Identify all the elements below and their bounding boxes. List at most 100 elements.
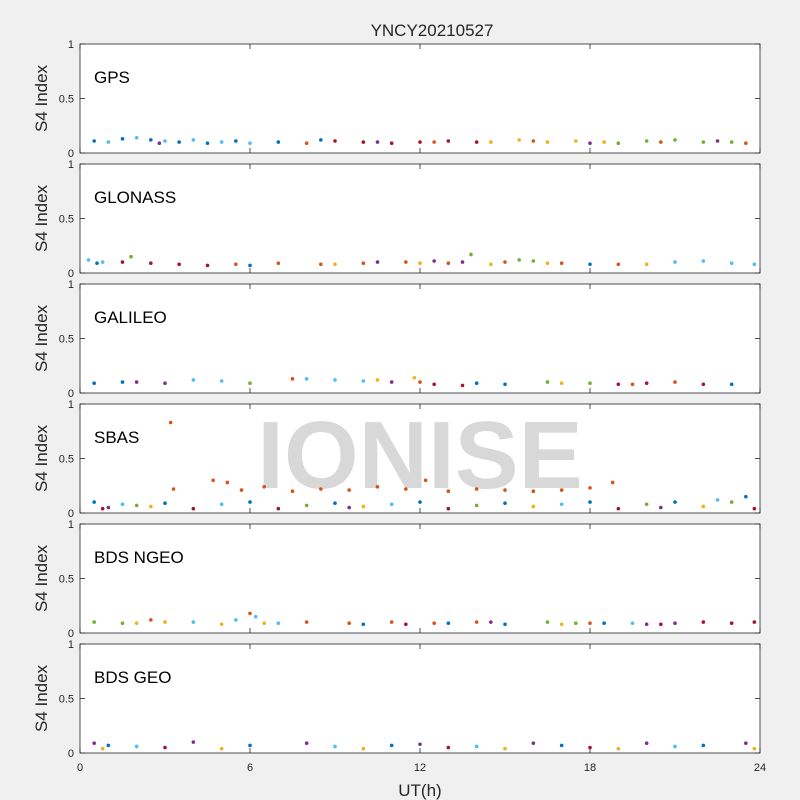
- data-point: [95, 261, 99, 265]
- data-point: [602, 621, 606, 625]
- data-point: [375, 140, 380, 144]
- data-point: [503, 622, 507, 627]
- panel-label: BDS GEO: [94, 668, 171, 687]
- data-point: [404, 487, 408, 491]
- x-tick-label: 0: [77, 762, 83, 774]
- data-point: [503, 501, 507, 505]
- series-5: [361, 621, 606, 627]
- data-point: [319, 487, 323, 491]
- data-point: [588, 381, 592, 385]
- panel-sbas: IONISE 0 0.5 1 SBAS S4 Index: [32, 399, 761, 520]
- data-point: [134, 621, 139, 625]
- y-axis-label: S4 Index: [32, 664, 51, 732]
- series-3: [234, 260, 621, 267]
- data-point: [347, 505, 351, 510]
- data-point: [191, 378, 196, 382]
- data-point: [219, 746, 224, 751]
- data-point: [92, 381, 96, 385]
- data-point: [163, 381, 167, 385]
- data-point: [333, 744, 337, 749]
- series-3: [191, 377, 366, 383]
- data-point: [489, 262, 493, 267]
- data-point: [248, 743, 252, 748]
- data-point: [545, 620, 550, 624]
- data-point: [729, 140, 734, 144]
- data-point: [276, 261, 281, 265]
- data-point: [659, 140, 663, 144]
- series-2: [134, 620, 564, 627]
- data-point: [503, 488, 507, 492]
- data-point: [389, 502, 394, 507]
- data-point: [701, 140, 706, 144]
- data-point: [715, 139, 720, 143]
- data-point: [701, 259, 706, 263]
- data-point: [225, 480, 230, 485]
- series-7: [404, 620, 757, 627]
- data-point: [389, 380, 394, 384]
- data-point: [503, 260, 507, 264]
- data-point: [234, 618, 238, 622]
- data-point: [248, 611, 252, 616]
- data-point: [375, 260, 380, 264]
- data-point: [559, 743, 564, 748]
- data-point: [205, 263, 210, 268]
- data-point: [106, 505, 111, 510]
- series-1: [168, 420, 615, 494]
- panel-gps: 0 0.5 1 GPS S4 Index: [32, 39, 761, 160]
- y-tick-label: 1: [68, 639, 74, 651]
- data-point: [276, 506, 281, 511]
- series-5: [616, 138, 734, 145]
- series-3: [191, 614, 635, 625]
- x-tick-label: 6: [247, 762, 253, 774]
- data-point: [744, 741, 748, 745]
- series-1: [86, 258, 757, 267]
- y-tick-label: 0: [68, 148, 74, 160]
- y-tick-label: 0.5: [59, 454, 74, 466]
- data-point: [333, 139, 337, 143]
- data-point: [460, 260, 465, 264]
- y-tick-label: 0.5: [59, 694, 74, 706]
- data-point: [588, 141, 592, 145]
- data-point: [559, 261, 564, 265]
- data-point: [588, 745, 592, 750]
- series-2: [92, 494, 748, 505]
- data-point: [120, 380, 125, 384]
- y-axis-label: S4 Index: [32, 304, 51, 372]
- data-point: [616, 141, 621, 145]
- data-point: [134, 135, 139, 140]
- data-point: [474, 381, 479, 385]
- data-point: [588, 486, 592, 490]
- data-point: [446, 621, 451, 625]
- data-point: [333, 262, 337, 267]
- data-point: [729, 500, 734, 504]
- data-point: [701, 382, 706, 387]
- data-point: [644, 262, 649, 267]
- data-point: [531, 741, 536, 745]
- panel-label: GALILEO: [94, 308, 167, 327]
- y-tick-label: 1: [68, 39, 74, 51]
- data-point: [163, 745, 167, 750]
- y-tick-label: 0.5: [59, 574, 74, 586]
- data-point: [290, 377, 295, 381]
- data-point: [319, 262, 323, 267]
- data-point: [171, 487, 176, 491]
- data-point: [100, 746, 105, 751]
- series-6: [489, 620, 677, 627]
- data-point: [446, 506, 451, 511]
- data-point: [290, 489, 295, 494]
- data-point: [304, 620, 309, 624]
- data-point: [304, 377, 309, 381]
- data-point: [659, 505, 663, 510]
- data-point: [701, 620, 706, 624]
- data-point: [423, 478, 428, 483]
- data-point: [276, 140, 281, 144]
- data-point: [673, 260, 677, 264]
- data-point: [389, 743, 394, 748]
- data-point: [219, 140, 224, 144]
- data-point: [262, 485, 266, 489]
- data-point: [163, 139, 167, 143]
- data-point: [134, 380, 139, 384]
- data-point: [588, 621, 592, 625]
- data-point: [574, 621, 578, 625]
- data-point: [729, 621, 734, 625]
